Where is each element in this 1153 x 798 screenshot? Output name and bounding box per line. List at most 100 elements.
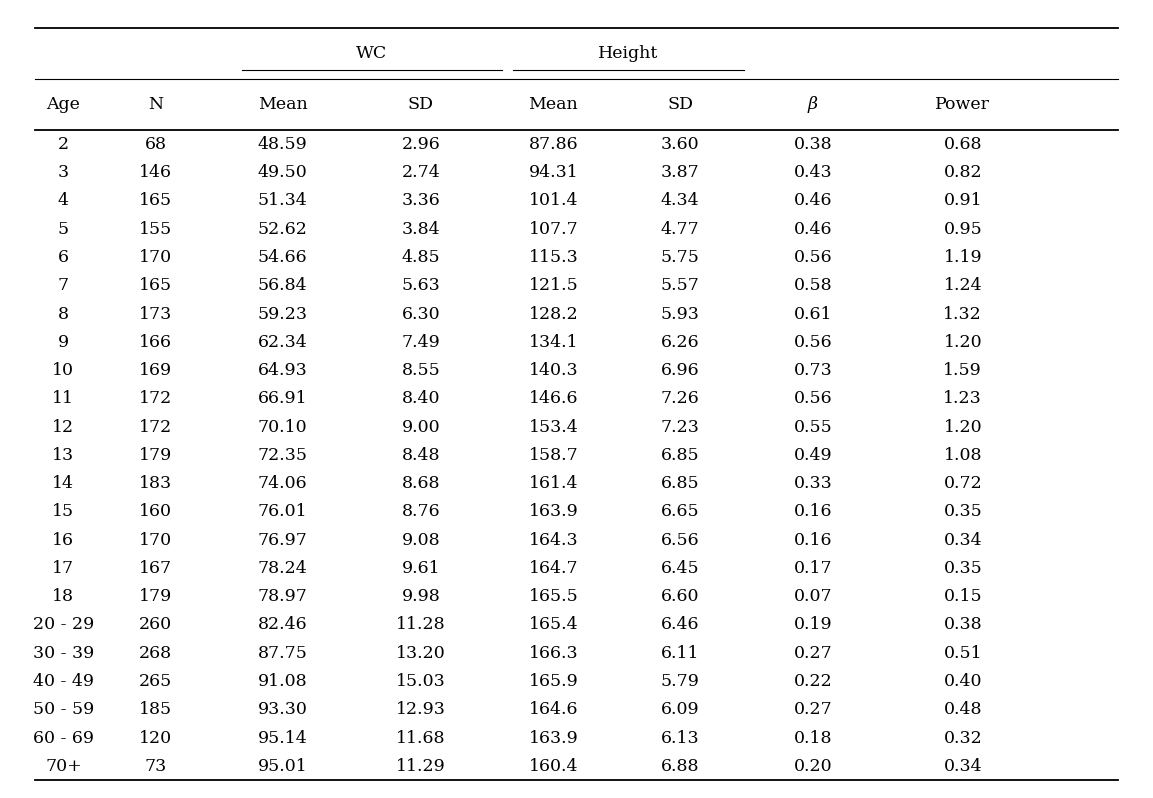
Text: 5.57: 5.57 [661, 277, 700, 294]
Text: 179: 179 [140, 447, 172, 464]
Text: 11: 11 [52, 390, 75, 407]
Text: 0.49: 0.49 [793, 447, 832, 464]
Text: 0.40: 0.40 [943, 673, 982, 690]
Text: 6.85: 6.85 [661, 475, 700, 492]
Text: 8.40: 8.40 [401, 390, 440, 407]
Text: 2.74: 2.74 [401, 164, 440, 181]
Text: 12.93: 12.93 [395, 701, 446, 718]
Text: 164.3: 164.3 [528, 531, 579, 549]
Text: 0.95: 0.95 [943, 221, 982, 238]
Text: 169: 169 [140, 362, 172, 379]
Text: 1.23: 1.23 [943, 390, 982, 407]
Text: 165: 165 [140, 192, 172, 209]
Text: 185: 185 [140, 701, 172, 718]
Text: 11.29: 11.29 [395, 758, 446, 775]
Text: 9.00: 9.00 [401, 419, 440, 436]
Text: β: β [808, 97, 817, 113]
Text: 40 - 49: 40 - 49 [33, 673, 93, 690]
Text: 94.31: 94.31 [528, 164, 579, 181]
Text: 15: 15 [52, 504, 75, 520]
Text: 6.60: 6.60 [661, 588, 700, 605]
Text: 76.97: 76.97 [257, 531, 308, 549]
Text: 62.34: 62.34 [257, 334, 308, 351]
Text: 8: 8 [58, 306, 69, 322]
Text: 0.38: 0.38 [943, 617, 982, 634]
Text: 6.11: 6.11 [661, 645, 700, 662]
Text: 4: 4 [58, 192, 69, 209]
Text: 4.34: 4.34 [661, 192, 700, 209]
Text: 170: 170 [140, 249, 172, 266]
Text: 48.59: 48.59 [257, 136, 308, 153]
Text: 0.32: 0.32 [943, 729, 982, 747]
Text: 0.34: 0.34 [943, 531, 982, 549]
Text: 70+: 70+ [45, 758, 82, 775]
Text: 49.50: 49.50 [257, 164, 308, 181]
Text: 0.19: 0.19 [793, 617, 832, 634]
Text: 7.23: 7.23 [661, 419, 700, 436]
Text: 120: 120 [140, 729, 172, 747]
Text: 0.46: 0.46 [793, 192, 832, 209]
Text: 5.75: 5.75 [661, 249, 700, 266]
Text: 50 - 59: 50 - 59 [32, 701, 95, 718]
Text: 0.48: 0.48 [943, 701, 982, 718]
Text: 158.7: 158.7 [528, 447, 579, 464]
Text: 30 - 39: 30 - 39 [32, 645, 95, 662]
Text: 0.20: 0.20 [793, 758, 832, 775]
Text: Mean: Mean [257, 97, 308, 113]
Text: Age: Age [46, 97, 81, 113]
Text: 160.4: 160.4 [529, 758, 578, 775]
Text: 7.26: 7.26 [661, 390, 700, 407]
Text: 59.23: 59.23 [257, 306, 308, 322]
Text: 0.43: 0.43 [793, 164, 832, 181]
Text: 0.73: 0.73 [793, 362, 832, 379]
Text: N: N [148, 97, 164, 113]
Text: 6.65: 6.65 [661, 504, 700, 520]
Text: 6.56: 6.56 [661, 531, 700, 549]
Text: 8.55: 8.55 [401, 362, 440, 379]
Text: 121.5: 121.5 [528, 277, 579, 294]
Text: 164.6: 164.6 [529, 701, 578, 718]
Text: 52.62: 52.62 [257, 221, 308, 238]
Text: SD: SD [668, 97, 693, 113]
Text: 95.14: 95.14 [257, 729, 308, 747]
Text: 107.7: 107.7 [528, 221, 579, 238]
Text: 0.56: 0.56 [793, 390, 832, 407]
Text: 134.1: 134.1 [528, 334, 579, 351]
Text: 9.98: 9.98 [401, 588, 440, 605]
Text: 0.58: 0.58 [793, 277, 832, 294]
Text: 160: 160 [140, 504, 172, 520]
Text: 15.03: 15.03 [395, 673, 446, 690]
Text: Height: Height [598, 45, 658, 62]
Text: 101.4: 101.4 [529, 192, 578, 209]
Text: 82.46: 82.46 [257, 617, 308, 634]
Text: 5: 5 [58, 221, 69, 238]
Text: 68: 68 [144, 136, 167, 153]
Text: 87.86: 87.86 [528, 136, 579, 153]
Text: 51.34: 51.34 [257, 192, 308, 209]
Text: 91.08: 91.08 [257, 673, 308, 690]
Text: 146.6: 146.6 [529, 390, 578, 407]
Text: 6.13: 6.13 [661, 729, 700, 747]
Text: 173: 173 [140, 306, 172, 322]
Text: 0.56: 0.56 [793, 334, 832, 351]
Text: 3.36: 3.36 [401, 192, 440, 209]
Text: 0.34: 0.34 [943, 758, 982, 775]
Text: 0.15: 0.15 [943, 588, 982, 605]
Text: SD: SD [408, 97, 434, 113]
Text: 0.38: 0.38 [793, 136, 832, 153]
Text: 161.4: 161.4 [529, 475, 578, 492]
Text: 0.35: 0.35 [943, 560, 982, 577]
Text: 1.20: 1.20 [943, 334, 982, 351]
Text: 1.59: 1.59 [943, 362, 982, 379]
Text: 8.76: 8.76 [401, 504, 440, 520]
Text: 3.60: 3.60 [661, 136, 700, 153]
Text: 4.85: 4.85 [401, 249, 440, 266]
Text: 5.63: 5.63 [401, 277, 440, 294]
Text: 164.7: 164.7 [528, 560, 579, 577]
Text: 163.9: 163.9 [528, 729, 579, 747]
Text: 0.18: 0.18 [793, 729, 832, 747]
Text: 0.61: 0.61 [793, 306, 832, 322]
Text: 183: 183 [140, 475, 172, 492]
Text: 170: 170 [140, 531, 172, 549]
Text: 9.08: 9.08 [401, 531, 440, 549]
